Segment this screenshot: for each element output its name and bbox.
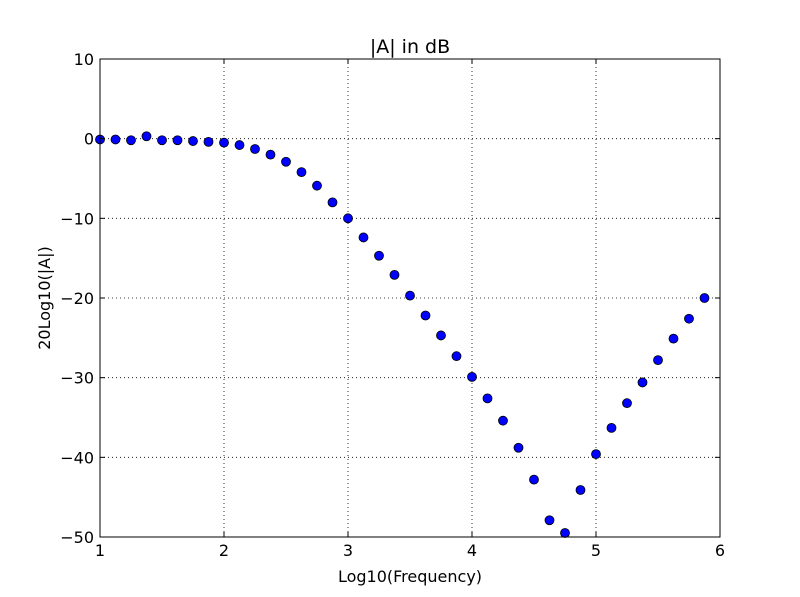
- data-point: [358, 232, 369, 243]
- data-point: [606, 422, 617, 433]
- y-tick-label: −50: [60, 528, 94, 547]
- data-point: [637, 377, 648, 388]
- data-point: [544, 515, 555, 526]
- data-point: [265, 149, 276, 160]
- data-point: [575, 485, 586, 495]
- data-point: [684, 313, 694, 324]
- y-tick-label: 10: [74, 50, 94, 69]
- data-point: [234, 140, 245, 150]
- data-point: [467, 371, 477, 382]
- data-point: [374, 250, 384, 261]
- data-point: [699, 293, 710, 303]
- x-axis-label: Log10(Frequency): [338, 567, 482, 586]
- y-tick-label: −40: [60, 448, 94, 467]
- data-point: [188, 136, 198, 146]
- data-point: [327, 197, 338, 208]
- y-tick-label: 0: [84, 130, 94, 149]
- x-tick-label: 5: [591, 541, 601, 560]
- data-point: [219, 137, 229, 148]
- y-tick-label: −20: [60, 289, 94, 308]
- data-point: [172, 135, 183, 146]
- x-tick-label: 2: [219, 541, 229, 560]
- data-point: [157, 135, 167, 146]
- data-point: [126, 135, 136, 146]
- data-point: [420, 310, 431, 321]
- y-tick-label: −10: [60, 209, 94, 228]
- data-point: [250, 144, 260, 154]
- data-point: [296, 167, 307, 178]
- x-tick-label: 1: [95, 541, 105, 560]
- y-tick-labels: 10 0 −10 −20 −30 −40 −50: [60, 50, 94, 547]
- data-point: [513, 442, 524, 453]
- y-axis-label: 20Log10(|A|): [35, 246, 54, 350]
- x-tick-label: 6: [715, 541, 725, 560]
- data-point: [653, 355, 663, 366]
- data-point: [436, 330, 446, 341]
- y-tick-label: −30: [60, 369, 94, 388]
- data-point: [622, 398, 632, 409]
- x-tick-label: 3: [343, 541, 353, 560]
- data-point: [343, 213, 353, 224]
- x-tick-label: 4: [467, 541, 477, 560]
- data-point: [312, 180, 322, 191]
- data-point: [451, 351, 462, 362]
- data-point: [529, 474, 539, 485]
- chart-title: |A| in dB: [370, 36, 450, 58]
- data-point: [405, 290, 415, 301]
- data-point: [668, 333, 679, 344]
- data-points: [95, 131, 710, 538]
- grid-lines: [100, 59, 720, 537]
- data-point: [591, 449, 601, 460]
- data-point: [498, 415, 508, 426]
- data-point: [203, 136, 214, 147]
- data-point: [389, 269, 400, 280]
- axis-ticks: [99, 58, 721, 538]
- data-point: [110, 134, 121, 145]
- x-tick-labels: 1 2 3 4 5 6: [95, 541, 725, 560]
- data-point: [482, 393, 493, 404]
- data-point: [141, 131, 152, 142]
- data-point: [281, 156, 291, 167]
- data-point: [560, 528, 570, 538]
